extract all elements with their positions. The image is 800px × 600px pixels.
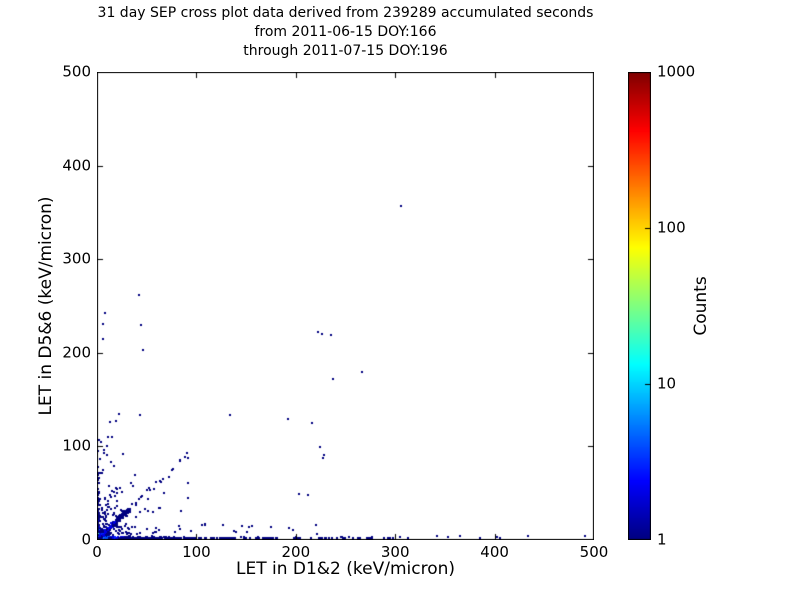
y-axis-label: LET in D5&6 (keV/micron) [36,196,56,416]
y-tick-label: 400 [62,156,91,175]
colorbar-tick-label: 100 [657,218,686,237]
plot-title: 31 day SEP cross plot data derived from … [97,4,594,61]
plot-title-line-2: from 2011-06-15 DOY:166 [254,24,437,40]
y-tick-label: 300 [62,249,91,268]
colorbar-tick-label: 10 [657,374,677,393]
scatter-plot-canvas [97,72,594,540]
x-tick-label: 200 [281,543,311,561]
plot-title-line-1: 31 day SEP cross plot data derived from … [97,5,594,21]
y-tick-label: 500 [62,62,91,81]
x-tick-label: 0 [92,543,102,561]
x-tick-label: 300 [380,543,410,561]
x-tick-label: 400 [480,543,509,561]
colorbar-canvas [628,72,651,540]
colorbar-tick-label: 1000 [657,62,696,81]
y-tick-label: 0 [81,530,91,549]
colorbar-tick-label: 1 [657,530,667,549]
x-tick-label: 500 [579,543,609,561]
y-tick-label: 100 [62,436,91,455]
plot-title-line-3: through 2011-07-15 DOY:196 [243,43,448,59]
x-tick-label: 100 [182,543,211,561]
y-tick-label: 200 [62,343,91,362]
x-axis-label: LET in D1&2 (keV/micron) [235,559,456,579]
colorbar-label: Counts [691,276,711,336]
